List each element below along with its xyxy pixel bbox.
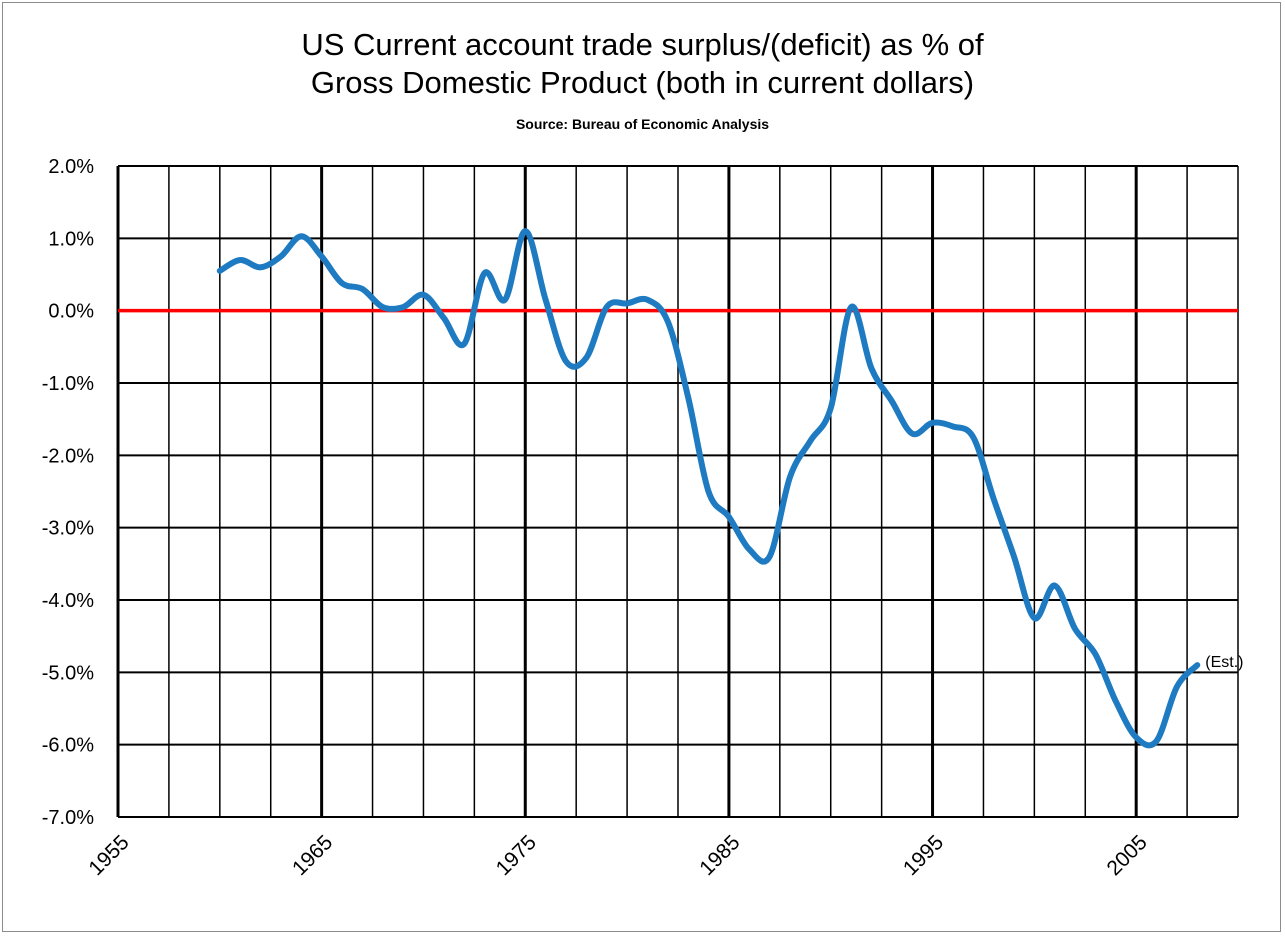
y-tick-label: -4.0% — [42, 590, 94, 612]
estimate-annotation: (Est.) — [1205, 654, 1243, 671]
chart-title-line-1: US Current account trade surplus/(defici… — [301, 27, 984, 62]
series-line — [216, 228, 1201, 749]
y-tick-label: -5.0% — [42, 662, 94, 684]
x-tick-label: 1965 — [288, 831, 337, 880]
y-tick-label: 0.0% — [48, 301, 94, 323]
chart-title-line-2: Gross Domestic Product (both in current … — [310, 65, 975, 100]
x-tick-label: 2005 — [1103, 831, 1152, 880]
chart-title: US Current account trade surplus/(defici… — [0, 26, 1285, 102]
chart-subtitle: Source: Bureau of Economic Analysis — [515, 116, 770, 132]
y-tick-label: -3.0% — [42, 518, 94, 540]
annotations: (Est.) — [1205, 654, 1243, 671]
y-tick-label: -1.0% — [42, 373, 94, 395]
x-tick-label: 1975 — [492, 831, 541, 880]
y-tick-label: 1.0% — [48, 228, 94, 250]
x-axis-tick-labels: 1955 1965 1975 1985 1995 2005 — [84, 831, 1151, 880]
y-tick-label: -7.0% — [42, 807, 94, 829]
y-tick-label: -6.0% — [42, 735, 94, 757]
horizontal-gridlines — [117, 165, 1238, 818]
y-axis-tick-labels: 2.0% 1.0% 0.0% -1.0% -2.0% -3.0% -4.0% -5.0% -6.… — [42, 156, 94, 829]
y-tick-label: -2.0% — [42, 445, 94, 467]
x-tick-label: 1995 — [899, 831, 948, 880]
x-tick-label: 1985 — [695, 831, 744, 880]
vertical-gridlines — [116, 166, 1239, 817]
x-tick-label: 1955 — [84, 831, 133, 880]
series-layer — [216, 228, 1201, 749]
y-tick-label: 2.0% — [48, 156, 94, 178]
